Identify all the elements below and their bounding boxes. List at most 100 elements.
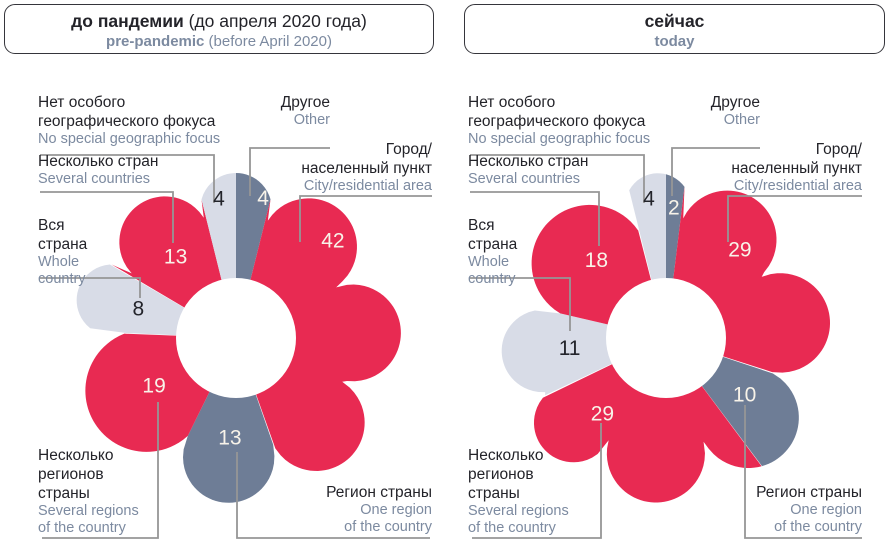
slice-value-other: 2 — [668, 197, 680, 220]
header-pre-pandemic: до пандемии (до апреля 2020 года) pre-pa… — [4, 4, 434, 54]
header-title-ru-bold: сейчас — [644, 11, 705, 31]
category-label-ru: Регион страны — [326, 484, 432, 501]
leader-line-one_region — [236, 452, 430, 539]
leader-line-other — [249, 147, 330, 196]
slice-value-whole_country: 8 — [132, 297, 144, 320]
leader-line-city — [299, 195, 432, 242]
header-title-en: today — [465, 32, 884, 51]
category-label-en: of the country — [774, 519, 862, 535]
category-label-en: country — [468, 271, 516, 287]
category-label-ru: Вся — [38, 217, 65, 234]
slice-value-other: 4 — [257, 187, 269, 210]
slice-value-several_regions: 29 — [591, 402, 614, 425]
petal-slice-several_regions — [533, 338, 762, 503]
category-label-whole_country: Вся страна Whole country — [468, 216, 517, 288]
header-title-en-rest: (before April 2020) — [204, 33, 332, 50]
header-today: сейчас today — [464, 4, 885, 54]
header-title-ru: до пандемии (до апреля 2020 года) — [5, 10, 433, 32]
category-label-ru: населенный пункт — [731, 160, 862, 177]
category-label-en: One region — [790, 502, 862, 518]
category-label-several_countries: Несколько стран Several countries — [468, 152, 588, 188]
category-label-en: Several regions — [468, 503, 569, 519]
category-label-several_regions: Несколько регионов страны Several regions of… — [38, 446, 139, 537]
category-label-en: One region — [360, 502, 432, 518]
category-label-en: No special geographic focus — [468, 131, 651, 147]
category-label-en: City/residential area — [303, 178, 432, 194]
category-label-several_countries: Несколько стран Several countries — [38, 152, 158, 188]
category-label-ru: Нет особого — [468, 94, 556, 111]
category-label-ru: географического фокуса — [38, 113, 216, 130]
category-label-en: No special geographic focus — [38, 131, 221, 147]
category-label-en: of the country — [344, 519, 432, 535]
slice-value-no_focus: 4 — [643, 188, 655, 211]
category-label-ru: населенный пункт — [301, 160, 432, 177]
category-label-ru: Несколько стран — [468, 153, 589, 170]
slice-value-several_regions: 19 — [142, 375, 165, 398]
slice-value-no_focus: 4 — [213, 188, 225, 211]
leader-line-no_focus — [470, 154, 645, 203]
category-label-no_focus: Нет особого географического фокуса No spec… — [468, 93, 650, 148]
slice-value-city: 29 — [728, 238, 751, 261]
category-label-ru: Нет особого — [38, 94, 126, 111]
slice-value-one_region: 10 — [733, 383, 756, 406]
category-label-whole_country: Вся страна Whole country — [38, 216, 87, 288]
flower-center-hole — [606, 278, 726, 398]
slice-value-one_region: 13 — [218, 426, 241, 449]
slice-value-several_countries: 13 — [164, 246, 187, 269]
leader-line-other — [671, 147, 760, 196]
category-label-ru: Город/ — [385, 141, 432, 158]
category-label-ru: Несколько — [468, 447, 544, 464]
category-label-en: Whole — [468, 254, 510, 270]
petal-slice-one_region — [183, 338, 275, 503]
category-label-one_region: Регион страны One region of the country — [756, 483, 862, 536]
leader-line-several_regions — [472, 423, 602, 539]
category-label-en: Several countries — [38, 171, 151, 187]
category-label-en: Other — [723, 112, 760, 128]
flower-center-hole — [176, 278, 296, 398]
leader-line-no_focus — [40, 154, 215, 203]
leader-line-several_countries — [40, 191, 174, 243]
header-title-en-bold: pre-pandemic — [106, 33, 205, 50]
category-label-en: Several countries — [468, 171, 581, 187]
category-label-ru: Несколько — [38, 447, 114, 464]
category-label-ru: географического фокуса — [468, 113, 646, 130]
slice-value-several_countries: 18 — [585, 249, 608, 272]
category-label-city: Город/населенный пункт City/residential a… — [731, 140, 862, 195]
category-label-en: City/residential area — [733, 178, 862, 194]
category-label-ru: страны — [38, 485, 90, 502]
header-title-en-bold: today — [654, 33, 695, 50]
slice-value-city: 42 — [321, 230, 344, 253]
header-title-ru-bold: до пандемии — [71, 11, 184, 31]
leader-line-several_countries — [470, 191, 600, 246]
category-label-other: Другое Other — [711, 93, 760, 129]
category-label-ru: Другое — [710, 94, 760, 111]
category-label-no_focus: Нет особого географического фокуса No spec… — [38, 93, 220, 148]
petal-slice-city — [236, 198, 401, 471]
category-label-ru: Несколько стран — [38, 153, 159, 170]
category-label-several_regions: Несколько регионов страны Several regions of… — [468, 446, 569, 537]
category-label-ru: регионов — [468, 466, 534, 483]
header-title-ru-rest: (до апреля 2020 года) — [183, 11, 367, 31]
category-label-en: Several regions — [38, 503, 139, 519]
category-label-ru: страна — [468, 236, 518, 253]
category-label-en: of the country — [468, 520, 556, 536]
leader-line-one_region — [744, 405, 862, 539]
header-title-ru: сейчас — [465, 10, 884, 32]
category-label-other: Другое Other — [281, 93, 330, 129]
category-label-ru: Регион страны — [756, 484, 862, 501]
category-label-ru: Другое — [280, 94, 330, 111]
category-label-ru: страны — [468, 485, 520, 502]
header-title-en: pre-pandemic (before April 2020) — [5, 32, 433, 51]
category-label-en: of the country — [38, 520, 126, 536]
category-label-city: Город/населенный пункт City/residential a… — [301, 140, 432, 195]
leader-line-whole_country — [470, 277, 571, 331]
category-label-one_region: Регион страны One region of the country — [326, 483, 432, 536]
leader-line-several_regions — [42, 402, 159, 539]
category-label-en: Whole — [38, 254, 80, 270]
leader-line-whole_country — [40, 277, 141, 298]
category-label-en: country — [38, 271, 86, 287]
category-label-en: Other — [293, 112, 330, 128]
leader-line-city — [727, 195, 862, 242]
